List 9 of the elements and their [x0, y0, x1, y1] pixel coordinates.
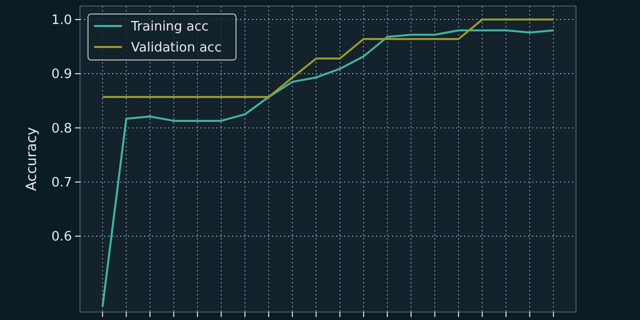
y-tick-label: 0.6	[51, 230, 72, 245]
y-axis-title: Accuracy	[24, 127, 40, 191]
line-series	[102, 18, 554, 98]
y-tick-label: 0.9	[51, 67, 72, 82]
y-tick-label: 0.8	[51, 121, 72, 136]
y-tick-label: 1.0	[51, 13, 72, 28]
legend-label: Validation acc	[131, 40, 222, 56]
legend-label: Training acc	[130, 20, 209, 35]
y-tick-label: 0.7	[51, 176, 72, 191]
